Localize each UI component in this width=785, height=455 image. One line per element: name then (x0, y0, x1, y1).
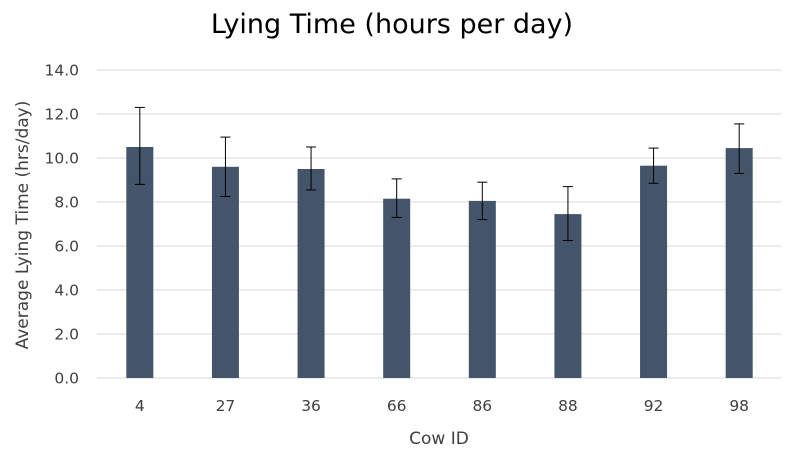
bar-cow-86 (468, 200, 496, 378)
error-bar-cow-86 (477, 181, 488, 221)
error-bar-cow-98 (734, 123, 745, 174)
x-tick-label: 98 (729, 397, 749, 415)
y-tick-label: 2.0 (54, 326, 79, 344)
y-tick-label: 4.0 (54, 282, 79, 300)
y-tick-label: 8.0 (54, 194, 79, 212)
x-tick-label: 27 (216, 397, 236, 415)
y-tick-label: 6.0 (54, 238, 79, 256)
y-tick-label: 0.0 (54, 370, 79, 388)
y-axis-title: Average Lying Time (hrs/day) (13, 101, 33, 350)
y-tick-label: 10.0 (44, 150, 79, 168)
bar-cow-36 (297, 169, 325, 378)
error-bar-cow-27 (220, 136, 231, 197)
chart-title: Lying Time (hours per day) (211, 9, 573, 40)
x-tick-label: 4 (135, 397, 145, 415)
bar-cow-4 (126, 147, 154, 378)
y-tick-label: 12.0 (44, 106, 79, 124)
error-bar-cow-36 (306, 146, 317, 191)
bar-cow-88 (554, 214, 582, 378)
bar-cow-27 (211, 166, 239, 378)
x-tick-label: 88 (558, 397, 578, 415)
x-axis-tick-labels: 4 27 36 66 86 88 92 98 (135, 397, 749, 415)
error-bar-cow-88 (562, 186, 573, 241)
y-tick-label: 14.0 (44, 62, 79, 80)
bar-cow-66 (383, 198, 411, 378)
error-bar-cow-66 (391, 178, 402, 218)
error-bar-cow-92 (648, 147, 659, 184)
bars (126, 147, 753, 378)
x-tick-label: 66 (387, 397, 407, 415)
y-axis-tick-labels: 0.0 2.0 4.0 6.0 8.0 10.0 12.0 14.0 (44, 62, 79, 388)
error-bars (134, 106, 745, 241)
x-tick-label: 36 (301, 397, 321, 415)
bar-cow-98 (725, 148, 753, 378)
x-tick-label: 86 (472, 397, 492, 415)
x-tick-label: 92 (644, 397, 664, 415)
error-bar-cow-4 (134, 106, 145, 185)
gridlines (97, 69, 782, 379)
x-axis-title: Cow ID (409, 429, 469, 449)
bar-cow-92 (640, 165, 668, 378)
